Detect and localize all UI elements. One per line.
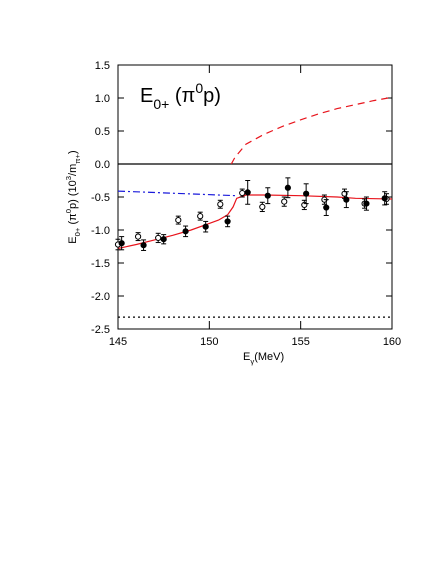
data-point (160, 236, 167, 243)
x-tick-label: 160 (383, 336, 401, 348)
y-tick-label: -1.5 (91, 258, 110, 270)
data-point (343, 196, 350, 203)
data-point (202, 223, 209, 230)
data-point (217, 201, 224, 208)
data-point (140, 242, 147, 249)
label-part: 0 (195, 80, 203, 96)
x-tick-label: 155 (291, 336, 309, 348)
y-tick-label: 0.0 (95, 159, 110, 171)
y-tick-label: -2.0 (91, 291, 110, 303)
data-point (182, 228, 189, 235)
label-part: 3 (64, 176, 73, 180)
label-part: (π (169, 85, 195, 107)
label-part: /m (67, 164, 79, 176)
data-point (118, 240, 125, 247)
x-axis-label: Eγ(MeV) (243, 351, 284, 366)
data-point (323, 204, 330, 211)
data-point (381, 195, 388, 202)
curve (230, 96, 393, 165)
label-part: p) (203, 85, 221, 107)
label-part: (MeV) (254, 351, 284, 363)
data-point (281, 198, 288, 205)
data-point (259, 203, 266, 210)
data-point (155, 234, 162, 242)
label-part: (π (67, 213, 79, 228)
label-part: 0+ (153, 96, 169, 112)
y-tick-label: 0.5 (95, 126, 110, 138)
data-point (363, 200, 370, 207)
y-axis-label: E0+ (π0p) (103/mπ+) (64, 150, 82, 243)
y-tick-label: -2.5 (91, 324, 110, 336)
label-part: E (243, 351, 250, 363)
y-tick-label: 1.5 (95, 60, 110, 72)
y-tick-label: 1.0 (95, 93, 110, 105)
label-part: γ (250, 357, 254, 366)
data-point (303, 190, 310, 197)
data-point (224, 218, 231, 225)
y-tick-label: -1.0 (91, 225, 110, 237)
label-part: 0 (64, 209, 73, 213)
label-part: ) (67, 150, 79, 154)
data-point (341, 190, 348, 197)
data-point (244, 189, 251, 196)
label-part: E (67, 236, 79, 243)
label-part: π+ (73, 153, 82, 163)
data-point (175, 217, 182, 224)
curve (117, 190, 237, 197)
label-part: E (140, 85, 153, 107)
data-point (197, 213, 204, 220)
data-point (284, 184, 291, 191)
label-part: 0+ (73, 227, 82, 236)
x-tick-label: 150 (200, 336, 218, 348)
data-point (239, 189, 246, 197)
data-point (264, 192, 271, 199)
x-tick-label: 145 (109, 336, 127, 348)
annotation: E0+ (π0p) (140, 80, 221, 112)
data-point (134, 233, 142, 240)
label-part: p) (10 (67, 180, 79, 209)
y-tick-label: -0.5 (91, 192, 110, 204)
